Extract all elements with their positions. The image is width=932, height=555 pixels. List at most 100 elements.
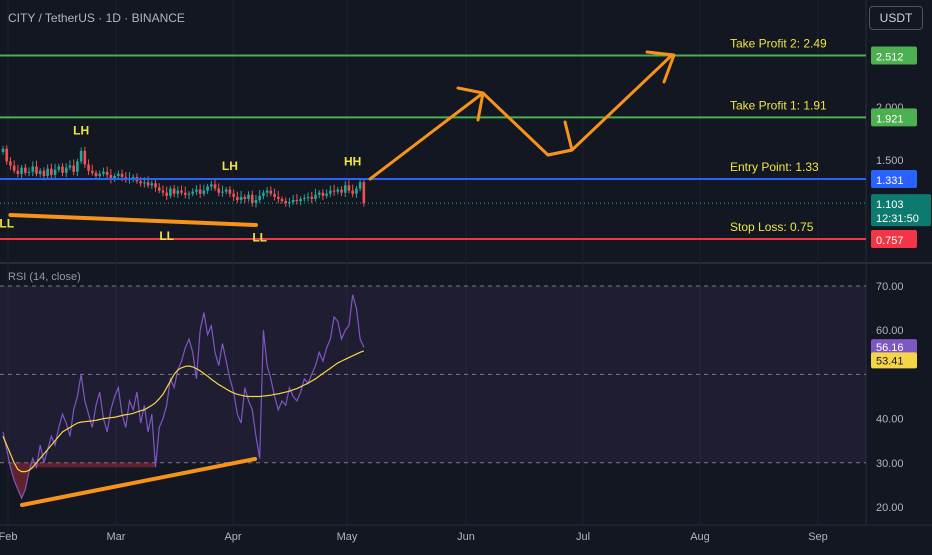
candle-body [165,192,168,196]
time-tick-label: Feb [0,531,17,543]
rsi-tick-label: 30.00 [876,458,904,470]
entry-point-badge: 1.331 [871,170,917,188]
projection-arrowhead-2 [546,120,574,157]
take-profit-2-label: Take Profit 2: 2.49 [730,37,827,51]
take-profit-1-label: Take Profit 1: 1.91 [730,98,827,112]
candle-body [321,192,325,196]
rsi-ma-value-badge-bg [871,352,917,369]
stop-loss-label: Stop Loss: 0.75 [730,220,814,234]
take-profit-2-badge-bg [871,46,917,65]
candle-body [35,166,38,174]
stop-loss-badge-bg [871,230,917,248]
swing-label-ll: LL [159,229,174,243]
rsi-value-badge-text: 56.16 [876,342,904,354]
candle-body [9,161,12,166]
candle-body [20,167,23,174]
candle-body [247,194,250,199]
candle-body [117,173,120,176]
stop-loss-badge: 0.757 [871,230,917,248]
candle-body [68,165,72,168]
candle-body [291,200,295,203]
candle-body [169,188,172,196]
take-profit-2-badge: 2.512 [871,46,917,65]
candle-body [5,148,9,162]
candle-body [120,173,124,178]
candle-body [347,185,351,191]
candle-body [232,193,235,197]
candle-body [83,150,87,165]
candle-body [53,169,57,175]
stop-loss-badge-text: 0.757 [876,235,904,247]
swing-label-hh: HH [344,155,361,169]
candle-body [210,184,213,187]
candle-body [299,198,302,202]
candle-body [195,189,198,192]
candle-body [79,150,83,162]
candle-body [306,196,310,198]
candle-body [317,192,321,195]
rsi-ma-line [2,350,365,473]
candle-body [343,185,347,193]
candle-body [102,171,105,174]
symbol-title: CITY / TetherUS · 1D · BINANCE [8,11,185,25]
projection-arrowhead-3 [645,50,676,84]
candle-body [146,182,150,186]
candle-body [42,170,46,176]
candle-body [46,168,49,176]
candle-body [139,181,142,184]
candle-body [288,202,291,204]
candle-body [332,190,336,192]
candle-body [239,196,243,201]
time-tick-label: Sep [808,531,828,543]
candle-body [206,186,209,191]
candle-body [113,175,116,180]
current-price-badge-bg [871,194,931,227]
current-price-value: 1.103 [876,199,904,211]
candle-body [276,196,280,199]
time-tick-label: Mar [107,531,126,543]
candle-body [16,170,20,174]
candle-body [325,193,328,196]
candle-body [105,171,109,175]
candle-body [64,167,68,173]
candle-body [314,194,317,199]
candle-body [1,148,5,152]
take-profit-1-badge-bg [871,108,917,127]
price-tick-label: 1.500 [876,155,904,167]
candle-body [90,170,94,173]
candle-body [198,189,202,194]
candle-body [362,182,366,204]
rsi-tick-label: 40.00 [876,414,904,426]
candle-body [157,187,161,191]
current-price-badge: 1.103 12:31:50 [871,194,931,227]
candle-body [176,190,180,194]
rsi-tick-label: 20.00 [876,502,904,514]
candle-body [143,182,146,184]
candle-body [61,166,64,173]
currency-selector[interactable]: USDT [869,6,923,30]
candle-body [161,190,165,193]
candle-body [150,183,154,186]
candle-body [98,173,102,176]
candle-body [180,190,183,193]
rsi-title: RSI (14, close) [8,271,81,283]
candle-body [310,196,314,199]
candle-body [72,165,75,172]
candle-body [131,177,135,179]
time-tick-label: May [337,531,358,543]
candle-body [76,161,79,172]
candle-body [31,166,35,172]
candle-body [355,188,358,194]
swing-label-lh: LH [73,123,89,137]
candle-body [217,188,221,193]
candle-body [269,190,273,194]
candle-body [172,188,176,194]
candle-body [109,174,113,180]
projection-arrowhead-1 [456,86,485,122]
candle-body [280,198,284,202]
lower-lows-trendline [8,213,258,227]
take-profit-1-badge-text: 1.921 [876,113,904,125]
candle-body [340,189,343,193]
